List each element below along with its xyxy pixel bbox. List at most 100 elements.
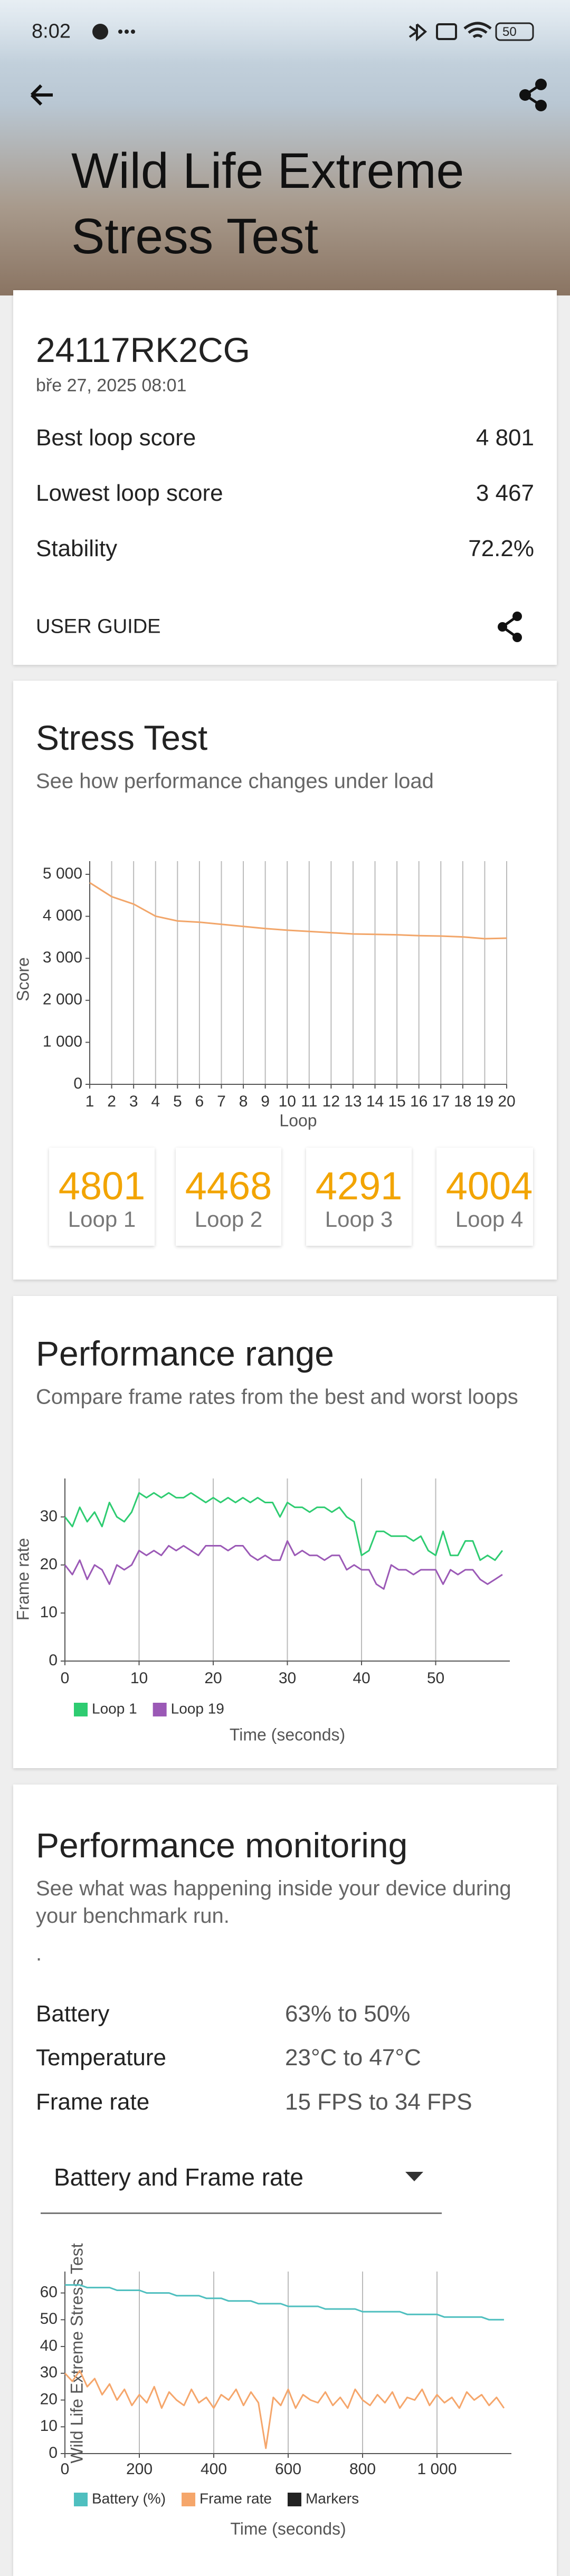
x-tick-label: 20 bbox=[204, 1669, 222, 1687]
section-note: . bbox=[36, 1942, 42, 1966]
dropdown-arrow[interactable] bbox=[401, 2169, 428, 2184]
y-tick-label: 0 bbox=[73, 1075, 82, 1092]
x-tick-label: 800 bbox=[349, 2460, 376, 2478]
chart-dropdown[interactable]: Battery and Frame rate bbox=[54, 2163, 303, 2191]
row-value: 4 801 bbox=[476, 425, 534, 451]
x-tick-label: 5 bbox=[173, 1093, 182, 1110]
row-label: Battery bbox=[36, 2001, 110, 2027]
loop-label: Loop 1 bbox=[68, 1207, 136, 1232]
loop-tile[interactable]: 4291 Loop 3 bbox=[306, 1148, 412, 1246]
row-label: Temperature bbox=[36, 2045, 167, 2071]
x-axis-title: Time (seconds) bbox=[230, 1725, 345, 1744]
share-button[interactable] bbox=[519, 79, 547, 111]
device-name: 24117RK2CG bbox=[36, 330, 251, 369]
page-title: Wild Life Extreme Stress Test bbox=[71, 143, 464, 264]
x-tick-label: 16 bbox=[410, 1093, 428, 1110]
status-icon bbox=[125, 30, 129, 34]
data-line bbox=[64, 1540, 503, 1590]
row-value: 3 467 bbox=[476, 480, 534, 506]
row-value: 63% to 50% bbox=[285, 2001, 411, 2027]
loop-label: Loop 3 bbox=[325, 1207, 393, 1232]
data-line bbox=[89, 882, 507, 940]
section-subtitle: Compare frame rates from the best and wo… bbox=[36, 1385, 518, 1409]
loop-tile[interactable]: 4801 Loop 1 bbox=[49, 1148, 155, 1246]
performance-range-card bbox=[13, 1296, 557, 1768]
x-tick-label: 4 bbox=[151, 1093, 160, 1110]
status-icon bbox=[92, 24, 108, 40]
y-tick-label: 2 000 bbox=[43, 991, 82, 1008]
x-tick-label: 15 bbox=[388, 1093, 405, 1110]
loop-score: 4004 bbox=[445, 1164, 533, 1208]
y-axis-title: Wild Life Extreme Stress Test bbox=[67, 2243, 86, 2463]
x-tick-label: 0 bbox=[61, 2460, 70, 2478]
y-tick-label: 1 000 bbox=[43, 1033, 82, 1050]
x-axis-title: Time (seconds) bbox=[230, 2519, 346, 2538]
x-tick-label: 17 bbox=[432, 1093, 450, 1110]
loop-label: Loop 4 bbox=[455, 1207, 524, 1232]
legend-label: Loop 1 bbox=[92, 1700, 137, 1716]
user-guide-link[interactable]: USER GUIDE bbox=[36, 615, 161, 638]
row-value: 72.2% bbox=[468, 536, 534, 561]
share-result-button[interactable] bbox=[491, 611, 528, 643]
x-tick-label: 11 bbox=[301, 1093, 317, 1110]
legend-label: Frame rate bbox=[200, 2490, 272, 2506]
row-label: Best loop score bbox=[36, 425, 196, 451]
x-tick-label: 1 bbox=[86, 1093, 94, 1110]
x-tick-label: 19 bbox=[476, 1093, 493, 1110]
y-tick-label: 10 bbox=[40, 2417, 58, 2435]
battery-icon bbox=[495, 22, 534, 41]
section-subtitle: See how performance changes under load bbox=[36, 769, 434, 793]
dropdown-underline bbox=[41, 2212, 442, 2214]
legend-label: Loop 19 bbox=[171, 1700, 224, 1716]
legend-swatch bbox=[287, 2493, 301, 2506]
row-label: Frame rate bbox=[36, 2089, 150, 2115]
x-tick-label: 20 bbox=[498, 1093, 515, 1110]
legend-swatch bbox=[74, 2493, 88, 2506]
x-tick-label: 50 bbox=[427, 1669, 444, 1687]
section-title: Performance monitoring bbox=[36, 1826, 408, 1865]
battery-level: 50 bbox=[502, 25, 517, 39]
back-button[interactable] bbox=[30, 84, 53, 106]
y-tick-label: 0 bbox=[49, 1652, 58, 1669]
section-subtitle: See what was happening inside your devic… bbox=[36, 1877, 511, 1928]
y-tick-label: 20 bbox=[40, 1556, 58, 1573]
x-tick-label: 10 bbox=[279, 1093, 296, 1110]
x-tick-label: 12 bbox=[322, 1093, 340, 1110]
header-icons bbox=[30, 22, 547, 111]
test-date: bře 27, 2025 08:01 bbox=[36, 375, 187, 396]
legend-swatch bbox=[74, 1703, 88, 1716]
x-tick-label: 2 bbox=[107, 1093, 116, 1110]
legend-swatch bbox=[153, 1703, 167, 1716]
y-axis-title: Frame rate bbox=[13, 1538, 32, 1620]
loop-tile[interactable]: 4004 Loop 4 bbox=[436, 1148, 533, 1246]
y-tick-label: 20 bbox=[40, 2390, 58, 2408]
loop-score: 4801 bbox=[58, 1164, 146, 1208]
x-tick-label: 18 bbox=[454, 1093, 471, 1110]
loop-score: 4468 bbox=[185, 1164, 272, 1208]
x-tick-label: 600 bbox=[275, 2460, 301, 2478]
row-value: 23°C to 47°C bbox=[285, 2045, 421, 2071]
loop-tile[interactable]: 4468 Loop 2 bbox=[176, 1148, 281, 1246]
x-tick-label: 9 bbox=[261, 1093, 270, 1110]
loop-score: 4291 bbox=[315, 1164, 403, 1208]
x-tick-label: 14 bbox=[366, 1093, 384, 1110]
x-tick-label: 0 bbox=[61, 1669, 70, 1687]
row-label: Stability bbox=[36, 536, 118, 561]
y-tick-label: 30 bbox=[40, 2364, 58, 2381]
y-tick-label: 4 000 bbox=[43, 907, 82, 924]
y-tick-label: 60 bbox=[40, 2284, 58, 2301]
x-tick-label: 8 bbox=[239, 1093, 248, 1110]
x-tick-label: 200 bbox=[126, 2460, 153, 2478]
data-line bbox=[65, 2284, 504, 2321]
wifi-icon bbox=[463, 22, 492, 39]
x-tick-label: 3 bbox=[129, 1093, 138, 1110]
section-title: Performance range bbox=[36, 1334, 334, 1373]
x-tick-label: 30 bbox=[279, 1669, 296, 1687]
y-tick-label: 40 bbox=[40, 2337, 58, 2354]
data-line bbox=[64, 1492, 504, 1561]
data-line bbox=[64, 2370, 505, 2449]
y-tick-label: 30 bbox=[40, 1508, 58, 1525]
bluetooth-icon bbox=[408, 23, 428, 42]
x-tick-label: 7 bbox=[217, 1093, 226, 1110]
